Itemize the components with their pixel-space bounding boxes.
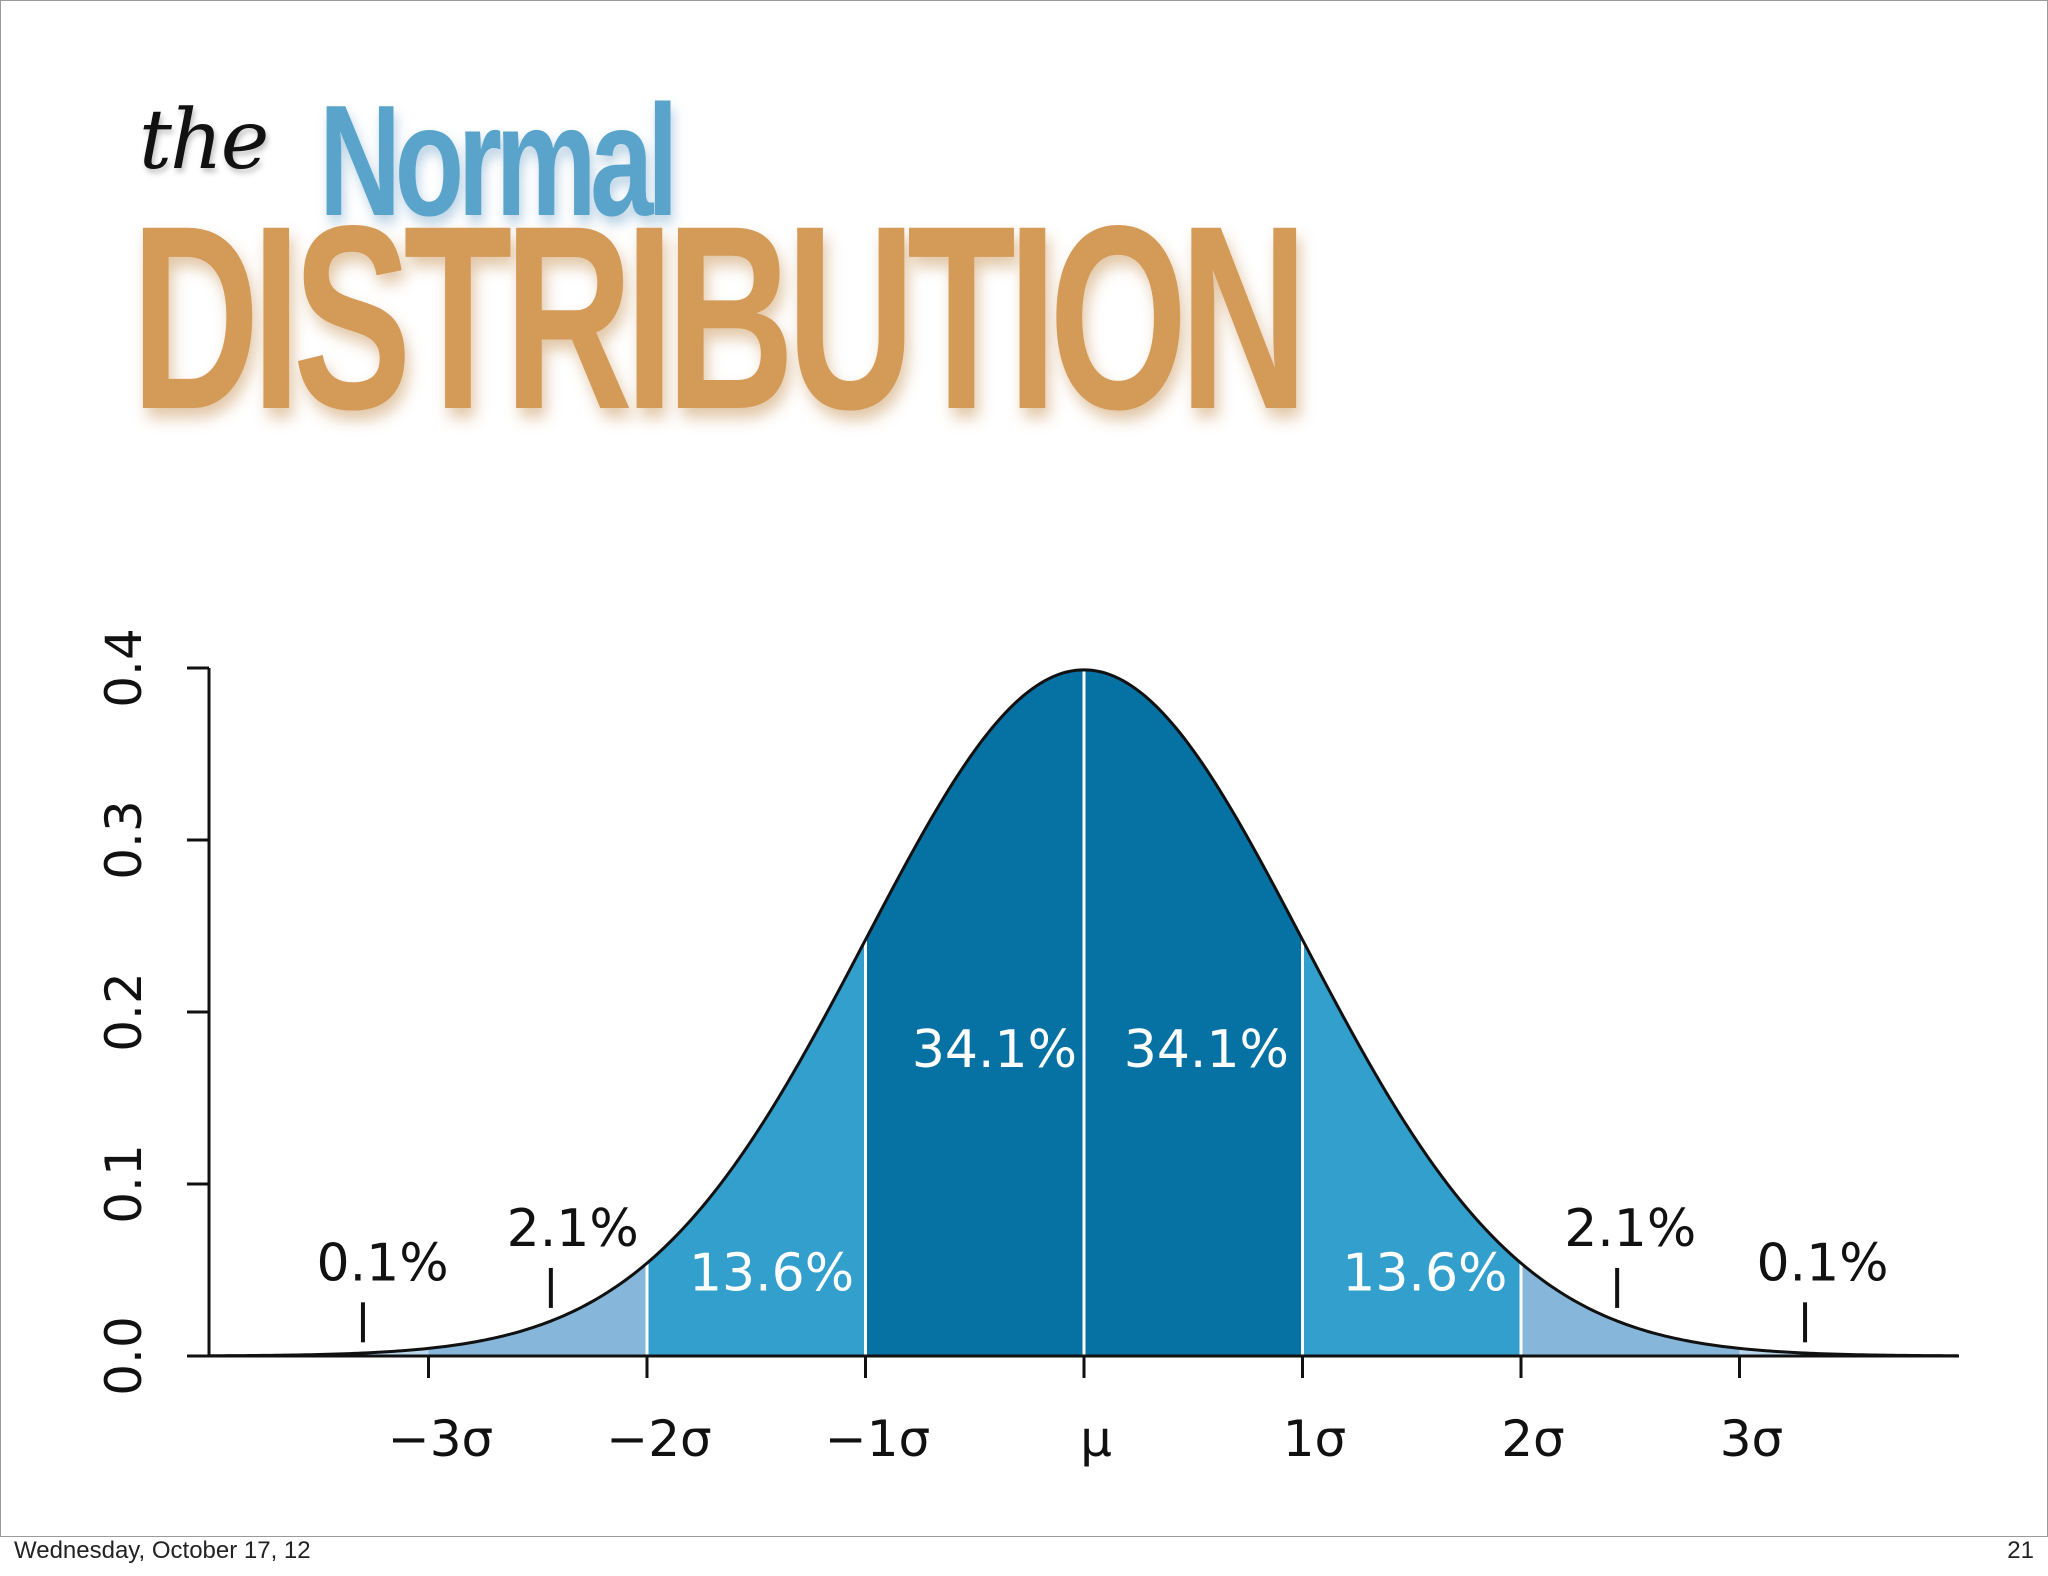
x-tick-label-0: −3σ — [388, 1410, 493, 1468]
band-label-3: 34.1% — [912, 1020, 1077, 1080]
band-3 — [865, 669, 1084, 1356]
band-label-0: 0.1% — [317, 1233, 449, 1293]
band-label-6: 2.1% — [1564, 1199, 1696, 1259]
x-tick-label-5: 2σ — [1501, 1410, 1565, 1468]
slide: the Normal DISTRIBUTION 0.0 0.1 0.2 0.3 0.4 −… — [0, 0, 2048, 1537]
x-tick-label-4: 1σ — [1283, 1410, 1347, 1468]
density-curve — [209, 668, 1959, 1358]
x-tick-label-1: −2σ — [606, 1410, 711, 1468]
band-label-1: 2.1% — [507, 1199, 639, 1259]
y-tick-label-2: 0.2 — [95, 972, 153, 1052]
y-tick-label-4: 0.4 — [95, 628, 153, 708]
band-6 — [1521, 1263, 1740, 1356]
y-tick-label-1: 0.1 — [95, 1144, 153, 1224]
axes-layer: 0.0 0.1 0.2 0.3 0.4 −3σ −2σ −1σ μ 1σ 2σ 3σ — [95, 628, 1959, 1468]
band-4 — [1084, 669, 1303, 1356]
x-tick-label-2: −1σ — [825, 1410, 930, 1468]
band-0 — [210, 1348, 429, 1356]
page-number: 21 — [2007, 1537, 2034, 1564]
x-tick-label-3: μ — [1080, 1410, 1112, 1468]
band-7 — [1739, 1348, 1958, 1356]
band-label-5: 13.6% — [1342, 1244, 1507, 1304]
dividers-layer — [645, 669, 1523, 1356]
x-tick-label-6: 3σ — [1720, 1410, 1784, 1468]
title-distribution: DISTRIBUTION — [131, 171, 1308, 464]
title-normal: Normal — [319, 73, 679, 249]
labels-layer: 0.1% 2.1% 13.6% 34.1% 34.1% 13.6% 2.1% 0.1% — [317, 1020, 1889, 1343]
band-label-2: 13.6% — [689, 1244, 854, 1304]
normal-distribution-chart: 0.0 0.1 0.2 0.3 0.4 −3σ −2σ −1σ μ 1σ 2σ 3σ 0.1% 2.1%… — [95, 628, 1959, 1468]
title-the: the — [139, 93, 269, 188]
y-tick-label-3: 0.3 — [95, 800, 153, 880]
y-tick-label-0: 0.0 — [95, 1316, 153, 1396]
band-label-7: 0.1% — [1756, 1233, 1888, 1293]
band-label-4: 34.1% — [1124, 1020, 1289, 1080]
footer-date: Wednesday, October 17, 12 — [14, 1537, 311, 1564]
band-1 — [428, 1263, 647, 1356]
